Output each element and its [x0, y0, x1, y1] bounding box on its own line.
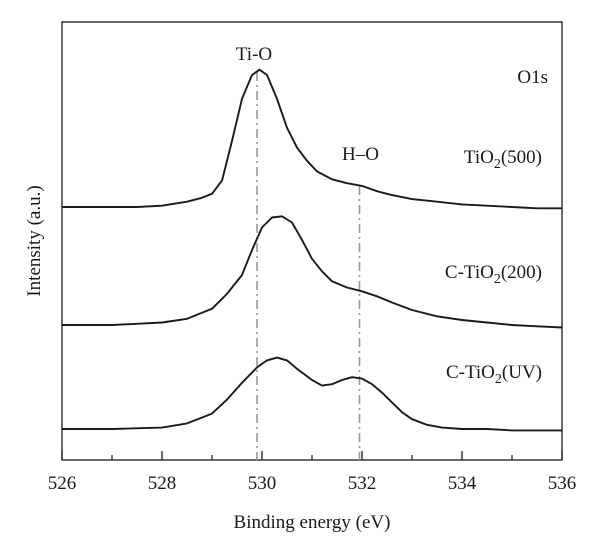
plot-frame	[61, 21, 563, 461]
x-tick-label: 526	[48, 473, 77, 494]
x-tick-label: 528	[148, 473, 177, 494]
series-label-3: C-TiO2(UV)	[446, 362, 542, 387]
series-label-2: C-TiO2(200)	[445, 262, 542, 287]
spectra	[62, 68, 563, 432]
chart-labels: Ti-O H–O TiO2(500) C-TiO2(200) C-TiO2(UV)	[236, 44, 542, 387]
reference-label-h-o: H–O	[342, 144, 379, 165]
series-line-1	[62, 68, 562, 210]
x-tick-label: 532	[348, 473, 377, 494]
corner-label: O1s	[517, 67, 548, 88]
reference-label-ti-o: Ti-O	[236, 44, 272, 65]
reference-lines	[256, 72, 361, 460]
series-label-1: TiO2(500)	[464, 147, 542, 172]
x-tick-label: 530	[248, 473, 277, 494]
series-line-3	[62, 356, 562, 432]
x-axis-ticks: 526 528 530 532 534 536	[48, 451, 577, 494]
y-axis-title: Intensity (a.u.)	[24, 185, 45, 296]
series-line-2	[62, 215, 563, 329]
x-tick-label: 534	[448, 473, 477, 494]
x-tick-label: 536	[548, 473, 577, 494]
x-axis-title: Binding energy (eV)	[234, 512, 391, 533]
